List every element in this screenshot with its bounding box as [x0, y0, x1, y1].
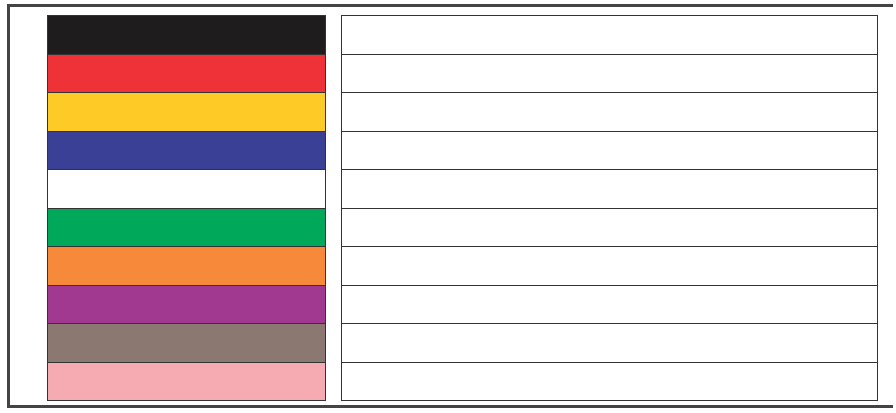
color-label-box [341, 131, 878, 170]
color-label-box [341, 323, 878, 363]
color-label-box [341, 54, 878, 93]
color-swatch [47, 323, 326, 363]
color-swatch [47, 285, 326, 324]
color-swatch [47, 54, 326, 93]
color-swatch [47, 208, 326, 247]
color-swatch [47, 15, 326, 55]
color-label-box [341, 285, 878, 324]
color-label-box [341, 246, 878, 286]
color-swatch-column [47, 15, 326, 401]
color-swatch [47, 362, 326, 401]
color-label-box [341, 362, 878, 401]
color-label-column [341, 15, 878, 401]
color-swatch [47, 131, 326, 170]
color-swatch [47, 169, 326, 209]
color-label-box [341, 15, 878, 55]
color-label-box [341, 208, 878, 247]
color-swatch [47, 246, 326, 286]
color-label-box [341, 169, 878, 209]
color-label-box [341, 92, 878, 132]
color-swatch [47, 92, 326, 132]
